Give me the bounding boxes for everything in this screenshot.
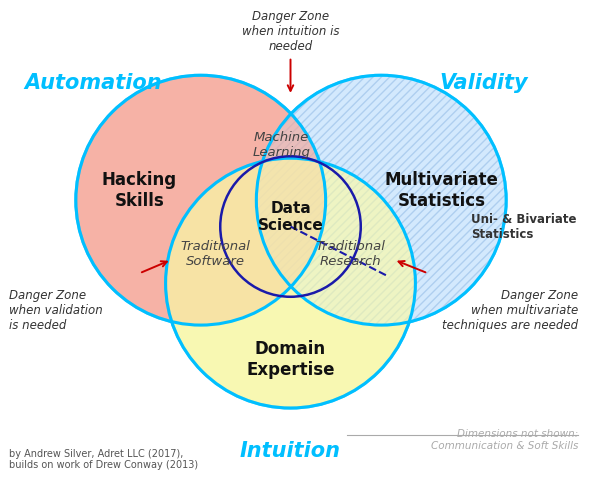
Circle shape [256,75,506,325]
Text: by Andrew Silver, Adret LLC (2017),
builds on work of Drew Conway (2013): by Andrew Silver, Adret LLC (2017), buil… [8,449,197,470]
Text: Data
Science: Data Science [257,200,323,233]
Text: Automation: Automation [25,73,162,93]
Circle shape [166,158,415,408]
Text: Traditional
Software: Traditional Software [181,240,250,268]
Circle shape [76,75,326,325]
Text: Validity: Validity [439,73,528,93]
Circle shape [256,75,506,325]
Text: Machine
Learning: Machine Learning [253,130,311,158]
Text: Multivariate
Statistics: Multivariate Statistics [385,171,499,210]
Text: Domain
Expertise: Domain Expertise [246,340,335,379]
Circle shape [76,75,326,325]
Text: Dimensions not shown:
Communication & Soft Skills: Dimensions not shown: Communication & So… [431,429,578,451]
Text: Traditional
Research: Traditional Research [315,240,385,268]
Text: Uni- & Bivariate
Statistics: Uni- & Bivariate Statistics [471,213,577,241]
Text: Danger Zone
when intuition is
needed: Danger Zone when intuition is needed [242,10,339,53]
Text: Danger Zone
when validation
is needed: Danger Zone when validation is needed [8,289,102,332]
Circle shape [166,158,415,408]
Text: Danger Zone
when multivariate
techniques are needed: Danger Zone when multivariate techniques… [442,289,578,332]
Text: Intuition: Intuition [240,441,341,461]
Text: Hacking
Skills: Hacking Skills [101,171,177,210]
